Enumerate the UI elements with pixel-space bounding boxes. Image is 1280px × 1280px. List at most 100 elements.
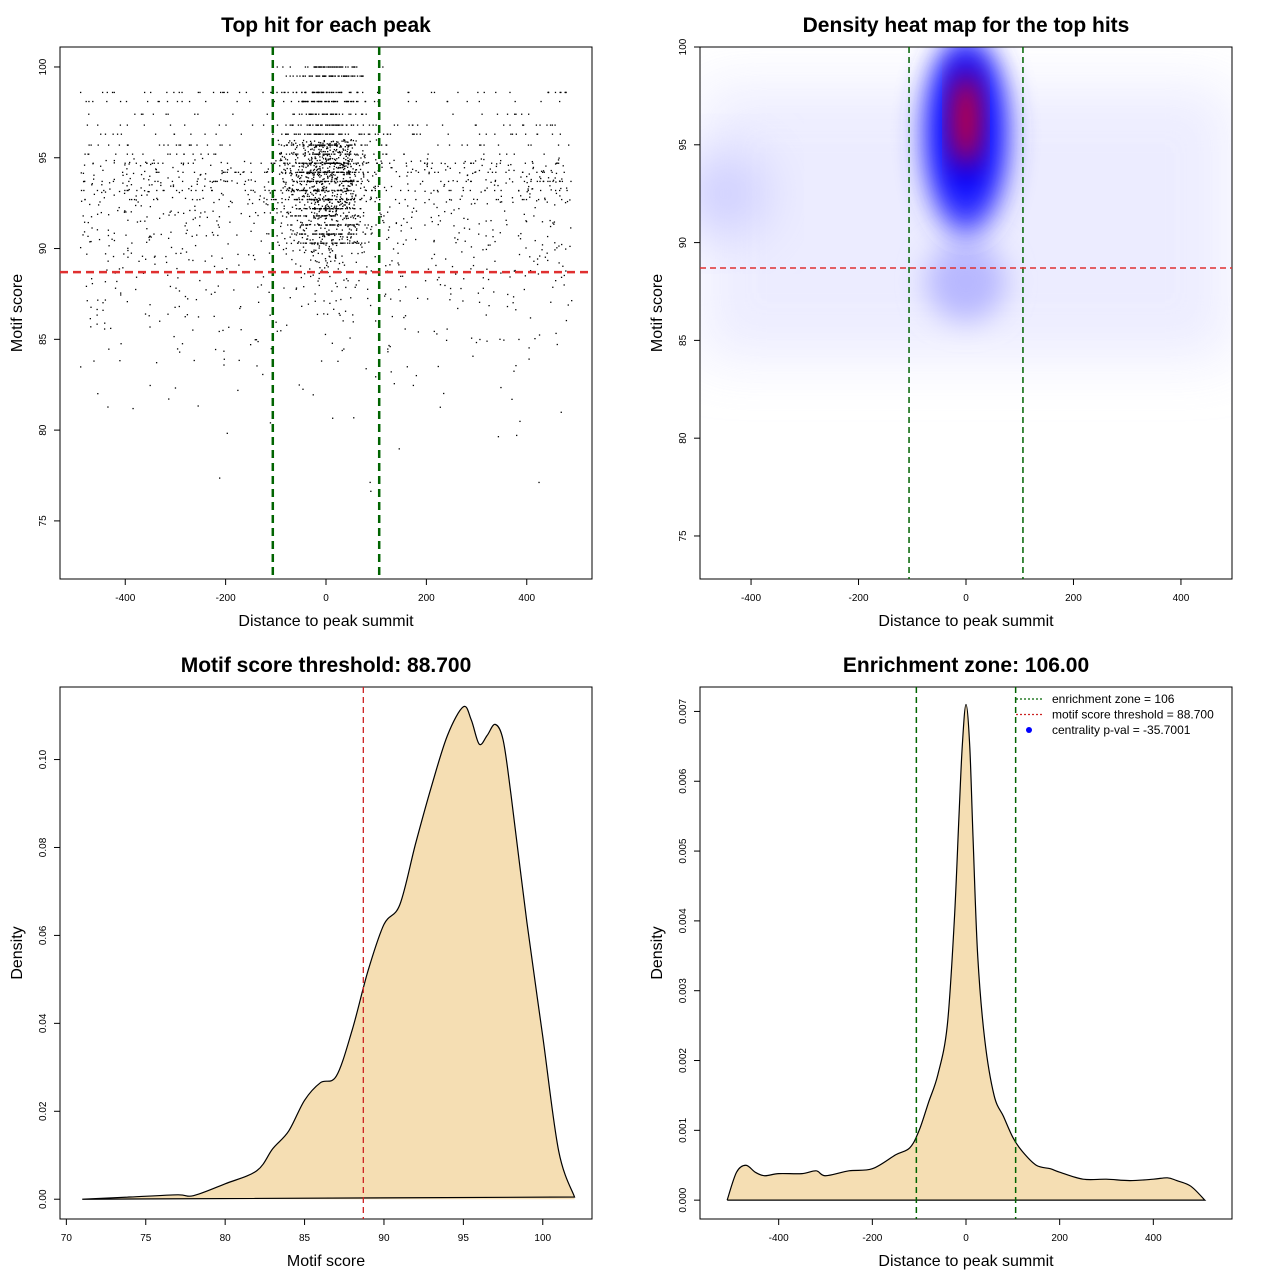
scatter-point bbox=[325, 160, 327, 163]
scatter-point bbox=[181, 343, 184, 345]
scatter-point bbox=[142, 153, 144, 155]
scatter-point bbox=[534, 206, 536, 209]
scatter-point bbox=[318, 75, 321, 77]
scatter-point bbox=[284, 237, 286, 240]
scatter-point bbox=[120, 133, 123, 135]
scatter-point bbox=[346, 188, 348, 190]
scatter-point bbox=[555, 162, 558, 164]
scatter-point bbox=[159, 217, 161, 219]
scatter-point bbox=[291, 124, 294, 126]
scatter-point bbox=[250, 189, 252, 191]
scatter-point bbox=[398, 448, 400, 450]
scatter-point bbox=[413, 133, 415, 135]
scatter-point bbox=[112, 133, 114, 135]
scatter-point bbox=[454, 162, 457, 164]
scatter-point bbox=[300, 189, 303, 192]
scatter-point bbox=[108, 348, 110, 350]
scatter-point bbox=[269, 212, 272, 214]
scatter-point bbox=[305, 242, 307, 244]
scatter-point bbox=[346, 190, 348, 192]
scatter-point bbox=[346, 236, 348, 238]
scatter-point bbox=[353, 171, 356, 173]
scatter-point bbox=[305, 249, 307, 251]
scatter-point bbox=[348, 144, 350, 146]
scatter-point bbox=[142, 113, 144, 115]
scatter-point bbox=[340, 271, 342, 273]
scatter-point bbox=[330, 141, 333, 143]
scatter-point bbox=[346, 215, 349, 217]
scatter-point bbox=[315, 198, 317, 201]
scatter-point bbox=[144, 220, 146, 222]
scatter-point bbox=[216, 180, 218, 183]
scatter-point bbox=[424, 202, 426, 204]
scatter-point bbox=[169, 211, 171, 213]
scatter-point bbox=[311, 75, 313, 77]
scatter-point bbox=[369, 133, 371, 135]
scatter-point bbox=[355, 194, 357, 196]
scatter-point bbox=[483, 158, 485, 161]
scatter-point bbox=[165, 261, 168, 264]
scatter-point bbox=[458, 232, 460, 234]
scatter-point bbox=[518, 190, 520, 192]
scatter-point bbox=[439, 284, 442, 286]
scatter-point bbox=[334, 124, 336, 126]
scatter-point bbox=[360, 157, 362, 159]
scatter-point bbox=[535, 124, 538, 126]
scatter-point bbox=[337, 151, 339, 153]
scatter-point bbox=[322, 75, 324, 77]
scatter-point bbox=[234, 171, 236, 173]
scatter-point bbox=[341, 113, 344, 115]
scatter-point bbox=[293, 198, 296, 201]
scatter-point bbox=[204, 173, 207, 175]
scatter-point bbox=[291, 193, 293, 196]
scatter-point bbox=[369, 304, 372, 307]
scatter-point bbox=[361, 251, 363, 254]
scatter-point bbox=[323, 196, 325, 198]
scatter-point bbox=[178, 144, 180, 146]
scatter-point bbox=[312, 274, 314, 276]
scatter-point bbox=[364, 154, 366, 156]
scatter-point bbox=[364, 233, 367, 235]
scatter-point bbox=[427, 153, 429, 155]
scatter-point bbox=[540, 170, 543, 172]
scatter-point bbox=[355, 171, 357, 173]
scatter-point bbox=[547, 180, 549, 183]
scatter-point bbox=[339, 198, 341, 201]
scatter-point bbox=[285, 181, 287, 184]
scatter-point bbox=[158, 100, 160, 103]
scatter-point bbox=[301, 162, 303, 164]
scatter-point bbox=[311, 207, 314, 210]
scatter-point bbox=[282, 248, 285, 251]
scatter-point bbox=[302, 143, 304, 146]
scatter-point bbox=[335, 150, 337, 152]
x-tick-label: 85 bbox=[299, 1233, 311, 1244]
scatter-point bbox=[348, 242, 351, 244]
scatter-point bbox=[313, 189, 316, 192]
scatter-point bbox=[131, 242, 133, 244]
scatter-point bbox=[523, 180, 526, 183]
scatter-point bbox=[336, 100, 339, 103]
scatter-point bbox=[351, 207, 354, 209]
scatter-point bbox=[430, 91, 433, 94]
scatter-point bbox=[307, 151, 309, 153]
scatter-point bbox=[306, 171, 308, 173]
scatter-point bbox=[291, 215, 293, 217]
scatter-point bbox=[287, 133, 289, 135]
scatter-point bbox=[279, 152, 281, 155]
scatter-point bbox=[280, 330, 282, 332]
scatter-point bbox=[411, 124, 414, 126]
scatter-point bbox=[493, 291, 495, 293]
scatter-point bbox=[314, 300, 316, 302]
scatter-point bbox=[124, 164, 126, 166]
scatter-point bbox=[296, 171, 299, 173]
scatter-point bbox=[174, 387, 177, 389]
scatter-point bbox=[547, 177, 550, 179]
scatter-point bbox=[87, 221, 89, 224]
scatter-point bbox=[439, 220, 442, 222]
scatter-point bbox=[327, 205, 329, 207]
scatter-point bbox=[245, 91, 248, 94]
scatter-point bbox=[351, 158, 353, 161]
scatter-point bbox=[383, 215, 385, 217]
scatter-point bbox=[356, 228, 358, 230]
scatter-point bbox=[464, 240, 466, 242]
